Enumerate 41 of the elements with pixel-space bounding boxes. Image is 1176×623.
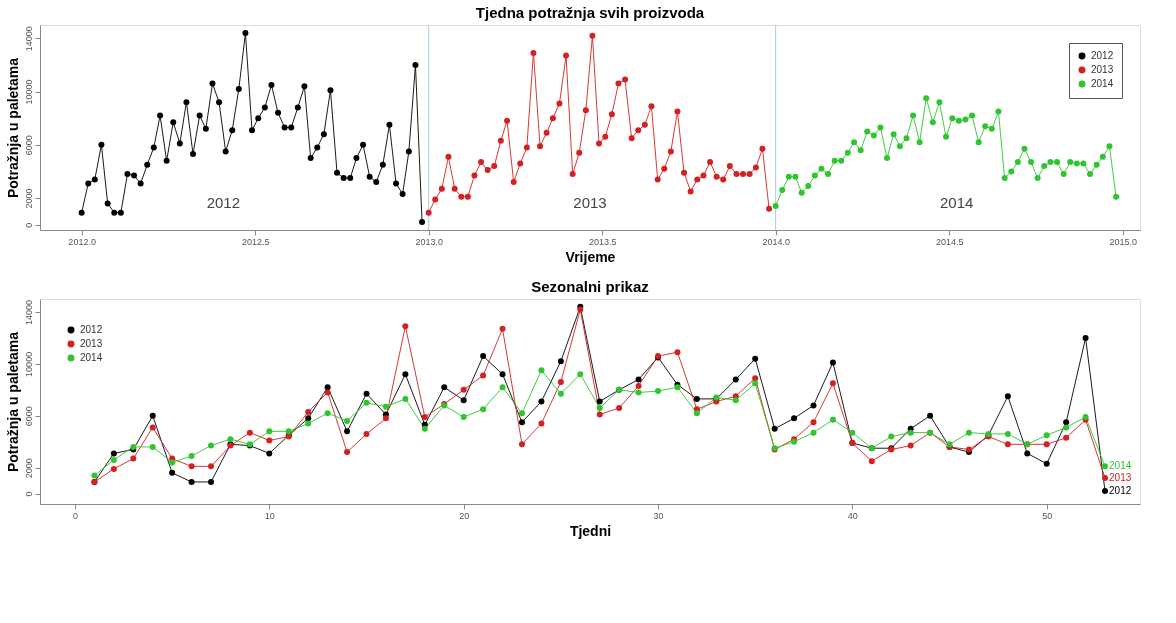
x-tick-label: 2015.0 [1109, 236, 1137, 247]
y-axis-title: Potražnja u paletama [4, 331, 21, 473]
x-tick-label: 30 [653, 510, 664, 521]
x-tick-label: 2013.0 [415, 236, 443, 247]
text: 2013 [1109, 472, 1132, 484]
x-axis-title: Tjedni [569, 522, 612, 539]
y-tick-label: 6000 [23, 406, 34, 427]
y-tick-label: 10000 [23, 79, 34, 105]
text: 2012 [1109, 485, 1132, 497]
x-axis-title: Vrijeme [565, 248, 616, 265]
x-tick-label: 2013.5 [588, 236, 617, 247]
x-tick-label: 2014.5 [935, 236, 964, 247]
y-tick-label: 10000 [23, 351, 34, 377]
legend-label: 2012 [80, 324, 103, 335]
annotation: 2012 [206, 194, 241, 212]
y-tick-label: 14000 [23, 299, 34, 325]
chart-title: Tjedna potražnja svih proizvoda [475, 3, 705, 21]
x-tick-label: 0 [72, 510, 78, 521]
chart-title: Sezonalni prikaz [531, 278, 649, 295]
legend-label: 2013 [80, 338, 103, 349]
y-tick-label: 0 [23, 491, 34, 497]
legend-label: 2012 [1091, 50, 1114, 61]
text: 2014 [1109, 460, 1132, 472]
legend-label: 2014 [80, 352, 103, 363]
legend-label: 2013 [1091, 64, 1114, 75]
x-tick-label: 20 [459, 510, 470, 521]
y-tick-label: 2000 [23, 458, 34, 479]
x-tick-label: 10 [264, 510, 275, 521]
y-tick-label: 6000 [23, 135, 34, 156]
legend-label: 2014 [1091, 78, 1114, 89]
annotation: 2014 [939, 194, 974, 212]
x-tick-label: 40 [847, 510, 858, 521]
annotation: 2013 [573, 194, 607, 212]
x-tick-label: 50 [1042, 510, 1053, 521]
y-tick-label: 2000 [23, 188, 34, 209]
x-tick-label: 2012.5 [241, 236, 270, 247]
x-tick-label: 2012.0 [68, 236, 96, 247]
x-tick-label: 2014.0 [762, 236, 790, 247]
y-axis-title: Potražnja u paletama [4, 57, 21, 199]
y-tick-label: 14000 [23, 26, 34, 52]
y-tick-label: 0 [23, 222, 34, 228]
